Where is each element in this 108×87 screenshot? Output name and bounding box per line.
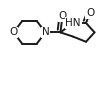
Text: O: O: [58, 11, 67, 21]
Text: N: N: [42, 27, 49, 37]
Text: O: O: [9, 27, 18, 37]
Text: O: O: [86, 8, 94, 18]
Text: HN: HN: [65, 18, 81, 28]
